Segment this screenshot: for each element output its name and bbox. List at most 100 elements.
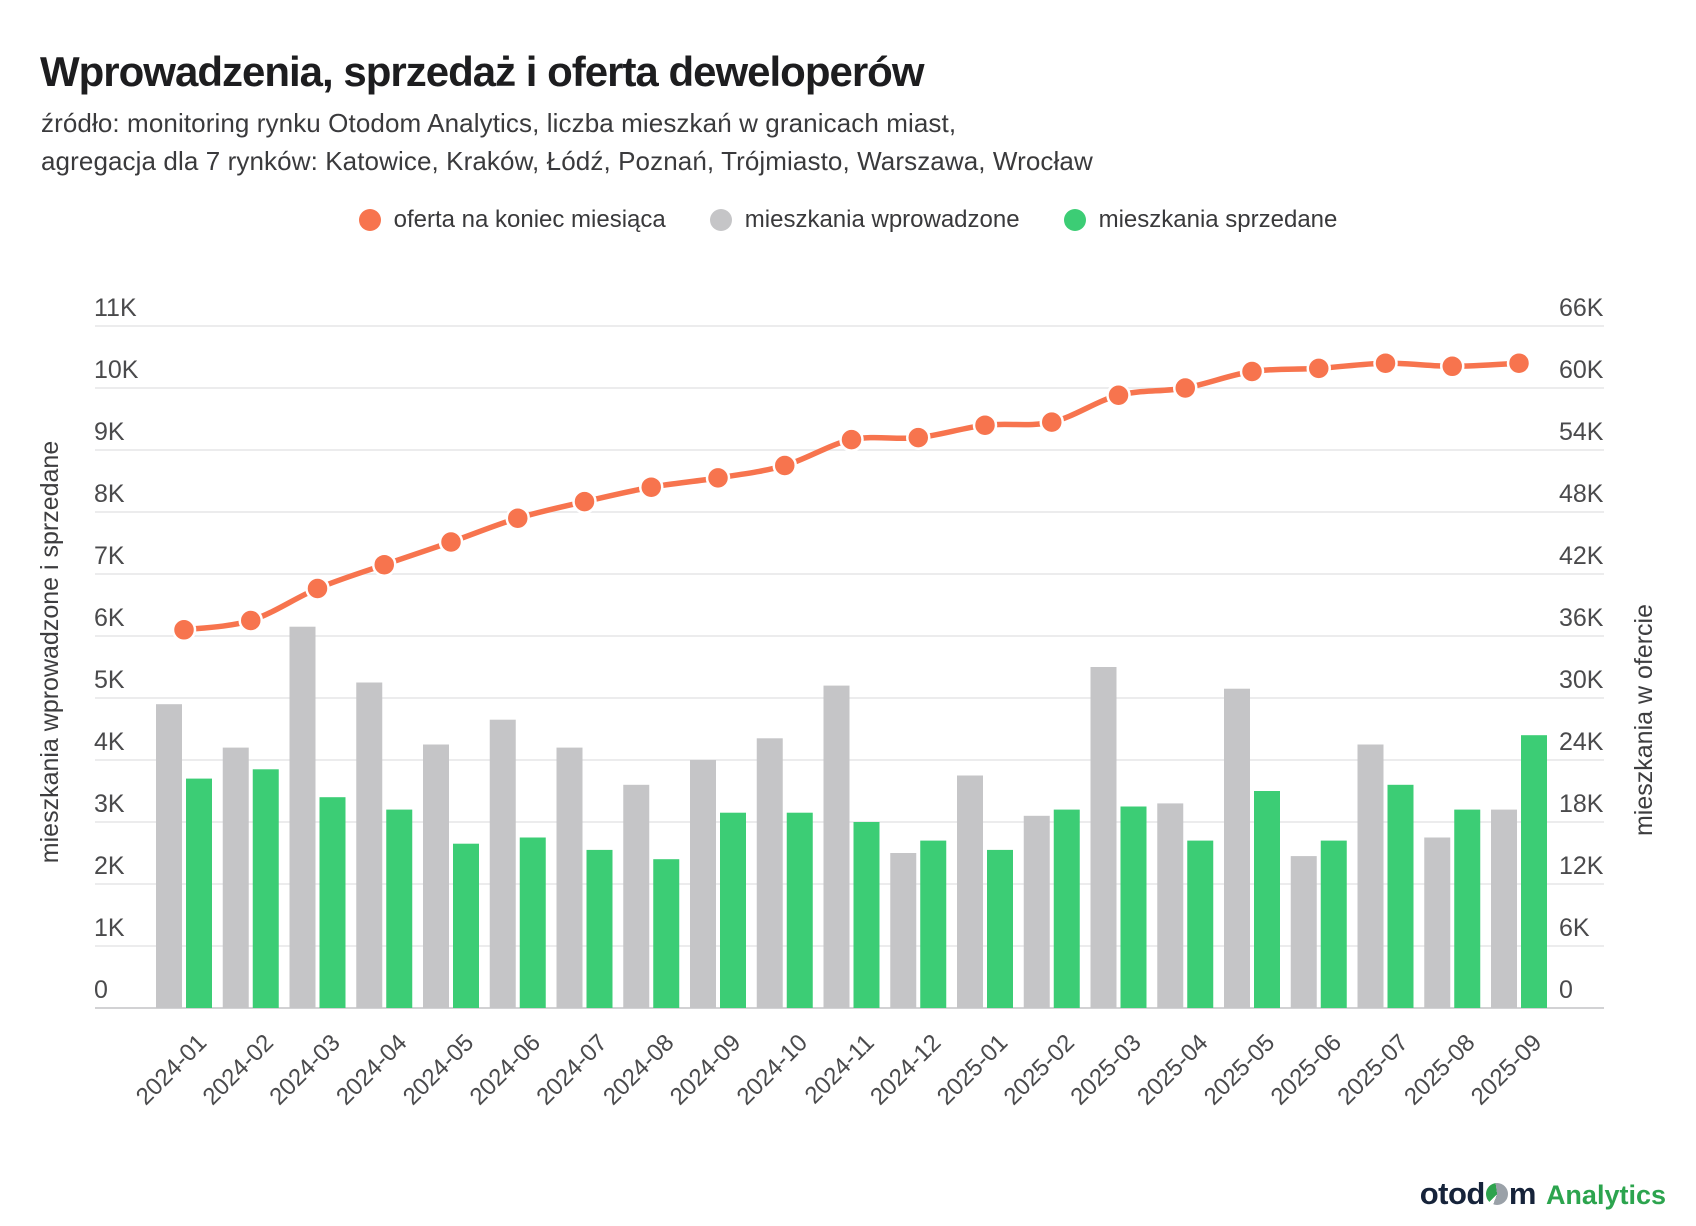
y-tick-label-right: 36K <box>1559 604 1604 632</box>
x-tick-label: 2025-07 <box>1332 1029 1413 1110</box>
bar-sprzedane-2025-08 <box>1454 809 1481 1008</box>
bar-sprzedane-2024-05 <box>453 843 479 1008</box>
bar-sprzedane-2025-01 <box>987 849 1013 1008</box>
x-tick-label: 2025-01 <box>932 1029 1013 1110</box>
point-oferta-2024-07 <box>572 489 597 514</box>
point-oferta-2024-05 <box>438 529 464 555</box>
chart-legend: oferta na koniec miesiąca mieszkania wpr… <box>0 206 1696 234</box>
legend-dot-oferta-icon <box>358 209 381 231</box>
y-tick-label-left: 5K <box>94 666 125 694</box>
legend-item-oferta: oferta na koniec miesiąca <box>358 206 666 234</box>
x-tick-label: 2025-06 <box>1266 1029 1347 1110</box>
y-tick-label-right: 18K <box>1559 790 1604 818</box>
x-tick-label: 2024-05 <box>398 1029 479 1110</box>
x-tick-label: 2024-04 <box>331 1029 412 1110</box>
point-oferta-2024-02 <box>238 608 263 633</box>
y-tick-label-left: 6K <box>94 604 125 632</box>
bar-sprzedane-2024-09 <box>720 812 746 1008</box>
point-oferta-2025-07 <box>1373 350 1398 376</box>
y-tick-label-right: 6K <box>1559 914 1590 942</box>
bar-sprzedane-2024-03 <box>319 797 346 1008</box>
bar-wprowadzone-2025-05 <box>1224 688 1250 1008</box>
bar-sprzedane-2025-09 <box>1521 735 1547 1008</box>
otodom-wordmark: otod m <box>1419 1176 1537 1212</box>
bar-sprzedane-2024-01 <box>186 778 212 1008</box>
bar-wprowadzone-2024-07 <box>556 747 583 1008</box>
bar-sprzedane-2024-02 <box>252 769 279 1008</box>
y-tick-label-left: 11K <box>94 294 137 322</box>
bar-sprzedane-2024-06 <box>519 837 546 1008</box>
x-tick-label: 2024-11 <box>800 1029 880 1109</box>
bar-sprzedane-2024-08 <box>653 859 680 1008</box>
y-tick-label-right: 66K <box>1559 294 1604 322</box>
bar-sprzedane-2024-04 <box>386 809 413 1008</box>
bar-wprowadzone-2025-03 <box>1090 667 1117 1008</box>
legend-dot-sprzedane-icon <box>1063 209 1086 231</box>
y-tick-label-right: 42K <box>1559 542 1604 570</box>
chart-subtitle-line1: źródło: monitoring rynku Otodom Analytic… <box>41 108 957 138</box>
x-tick-label: 2025-03 <box>1065 1029 1146 1110</box>
point-oferta-2024-10 <box>772 453 797 478</box>
x-tick-label: 2025-08 <box>1399 1029 1480 1110</box>
y-tick-label-right: 12K <box>1559 852 1604 880</box>
bar-wprowadzone-2025-04 <box>1157 803 1184 1008</box>
bar-wprowadzone-2024-08 <box>623 784 650 1008</box>
bar-wprowadzone-2024-10 <box>756 738 783 1008</box>
point-oferta-2024-06 <box>505 505 530 531</box>
bar-wprowadzone-2024-06 <box>489 719 516 1008</box>
point-oferta-2024-04 <box>372 552 397 577</box>
y-tick-label-left: 0 <box>94 976 108 1004</box>
bar-wprowadzone-2024-03 <box>289 626 316 1008</box>
line-oferta <box>183 360 1520 633</box>
bar-wprowadzone-2024-11 <box>823 685 850 1008</box>
x-tick-label: 2025-02 <box>999 1029 1080 1110</box>
bar-wprowadzone-2025-07 <box>1357 744 1384 1008</box>
x-tick-label: 2025-04 <box>1132 1029 1213 1110</box>
point-oferta-2025-06 <box>1306 356 1331 381</box>
y-tick-label-left: 4K <box>94 728 125 756</box>
x-tick-label: 2024-09 <box>665 1029 746 1110</box>
point-oferta-2025-02 <box>1039 409 1064 435</box>
otodom-wordmark-left: otod <box>1419 1176 1486 1211</box>
page-title: Wprowadzenia, sprzedaż i oferta dewelope… <box>40 48 925 95</box>
otodom-logo-pie-icon <box>1485 1183 1508 1205</box>
y-tick-label-right: 0 <box>1559 976 1573 1004</box>
bar-wprowadzone-2024-01 <box>156 704 182 1008</box>
x-tick-label: 2025-05 <box>1199 1029 1280 1110</box>
point-oferta-2025-09 <box>1506 350 1532 376</box>
legend-item-sprzedane: mieszkania sprzedane <box>1063 206 1338 234</box>
y-tick-label-right: 30K <box>1559 666 1604 694</box>
bar-sprzedane-2024-07 <box>586 849 613 1008</box>
y-tick-label-left: 2K <box>94 852 125 880</box>
bar-sprzedane-2025-02 <box>1053 809 1080 1008</box>
x-tick-label: 2024-07 <box>531 1029 612 1110</box>
y-tick-label-right: 54K <box>1559 418 1604 446</box>
point-oferta-2025-01 <box>972 412 998 438</box>
bar-sprzedane-2025-07 <box>1387 784 1414 1008</box>
bar-sprzedane-2025-06 <box>1320 840 1347 1008</box>
y-tick-label-left: 9K <box>94 418 125 446</box>
y-tick-label-left: 1K <box>94 914 125 942</box>
point-oferta-2024-12 <box>906 425 931 450</box>
x-tick-label: 2024-01 <box>131 1029 212 1110</box>
bar-sprzedane-2024-12 <box>920 840 947 1008</box>
bar-sprzedane-2024-10 <box>786 812 813 1008</box>
point-oferta-2024-01 <box>171 617 197 643</box>
point-oferta-2024-08 <box>639 474 664 500</box>
y-tick-label-left: 10K <box>94 356 139 384</box>
bar-wprowadzone-2025-01 <box>957 775 983 1008</box>
chart-subtitle-line2: agregacja dla 7 rynków: Katowice, Kraków… <box>41 146 1093 176</box>
point-oferta-2025-05 <box>1239 359 1265 384</box>
x-tick-label: 2024-10 <box>732 1029 813 1110</box>
bar-wprowadzone-2025-09 <box>1491 809 1517 1008</box>
bar-sprzedane-2025-03 <box>1120 806 1147 1008</box>
y-axis-title-left: mieszkania wprowadzone i sprzedane <box>36 441 64 863</box>
legend-item-wprowadzone: mieszkania wprowadzone <box>709 206 1020 234</box>
bar-wprowadzone-2025-06 <box>1290 856 1317 1008</box>
bar-wprowadzone-2024-04 <box>356 682 383 1008</box>
bar-sprzedane-2025-05 <box>1254 791 1280 1008</box>
x-tick-label: 2024-12 <box>865 1029 946 1110</box>
legend-label-sprzedane: mieszkania sprzedane <box>1098 206 1338 233</box>
bar-wprowadzone-2025-02 <box>1023 815 1050 1008</box>
y-tick-label-left: 8K <box>94 480 125 508</box>
